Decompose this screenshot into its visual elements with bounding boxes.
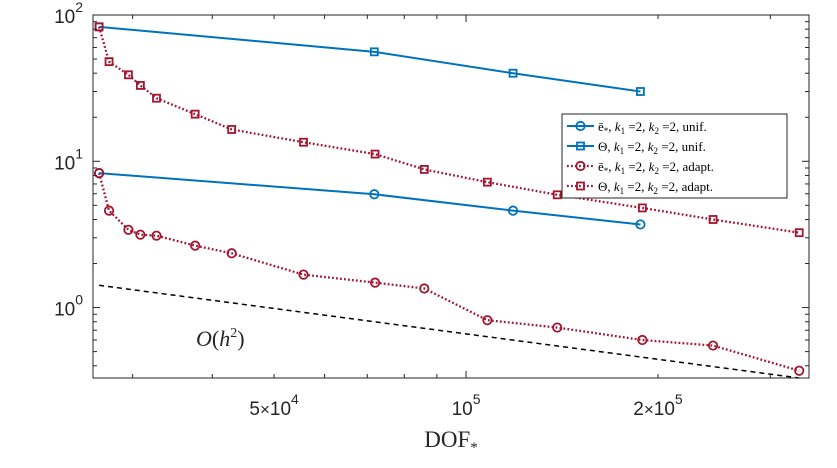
x-tick-label: 5×104 [249, 391, 299, 420]
x-tick-label: 105 [452, 391, 481, 420]
series-2-point [508, 68, 518, 78]
x-tick-label: 2×105 [633, 391, 683, 420]
y-tick-label: 100 [54, 292, 83, 321]
series-3-point [226, 248, 237, 259]
series-4-point [104, 57, 114, 67]
series-4-point [135, 81, 145, 90]
series-1-point [635, 219, 646, 230]
reference-line [99, 284, 800, 379]
series-1-point [507, 205, 519, 216]
series-4-point [419, 165, 429, 174]
series-3-point [637, 334, 648, 346]
legend-sample-marker [575, 160, 586, 172]
series-1-line [99, 172, 641, 226]
series-4-point [152, 93, 161, 103]
legend-sample-marker [576, 181, 585, 191]
series-4-point [370, 149, 380, 159]
series-3-point [794, 365, 805, 376]
series-1-point [369, 189, 380, 200]
legend-samples [567, 120, 594, 191]
legend-sample-marker [576, 141, 585, 151]
series-4-point [124, 70, 133, 80]
series-3-point [135, 229, 146, 240]
series-3-point [369, 277, 381, 288]
series-2-point [636, 87, 645, 96]
legend-entry-1: ē*, k1 =2, k2 =2, unif. [598, 119, 707, 136]
legend-entry-4: Θ, k1 =2, k2 =2, adapt. [598, 179, 713, 196]
series-4-point [482, 177, 492, 187]
series-3-point [123, 224, 134, 235]
y-tick-label: 102 [54, 0, 83, 28]
series-4-point [637, 203, 647, 213]
svg-text:DOF*: DOF* [424, 427, 478, 456]
series-4-point [227, 125, 237, 134]
series-3-point [298, 269, 309, 280]
series-4-point [794, 228, 804, 238]
series-3-point [482, 315, 493, 326]
series-layer [94, 22, 805, 376]
legend-entry-2: Θ, k1 =2, k2 =2, unif. [598, 139, 706, 156]
series-3-point [419, 283, 430, 294]
y-tick-label: 101 [54, 145, 83, 174]
tick-layer: 100 101 102 5×104 105 2×105 [54, 0, 809, 420]
series-4-point [552, 190, 562, 200]
legend-sample-marker [575, 120, 586, 132]
svg-text:O(h2): O(h2) [196, 326, 245, 351]
series-4 [94, 22, 804, 238]
series-2-line [99, 25, 641, 93]
series-3-point [190, 240, 201, 251]
series-4-point [94, 22, 104, 32]
x-axis-label: DOF* [424, 427, 478, 456]
series-3-point [552, 322, 563, 333]
legend-box [561, 113, 788, 199]
legend: ē*, k1 =2, k2 =2, unif. Θ, k1 =2, k2 =2,… [561, 113, 788, 199]
series-3-point [151, 230, 162, 241]
legend-entry-3: ē*, k1 =2, k2 =2, adapt. [598, 159, 714, 176]
series-2-point [369, 47, 379, 57]
series-3-point [94, 168, 105, 179]
series-4-point [299, 137, 308, 147]
reference-line-layer [99, 284, 800, 379]
series-4-point [190, 109, 200, 119]
plot-frame [92, 14, 810, 379]
series-4-point [708, 215, 718, 224]
reference-line-label: O(h2) [196, 326, 245, 351]
series-3-point [103, 205, 115, 216]
series-3-point [707, 340, 719, 351]
series-3 [94, 168, 805, 376]
